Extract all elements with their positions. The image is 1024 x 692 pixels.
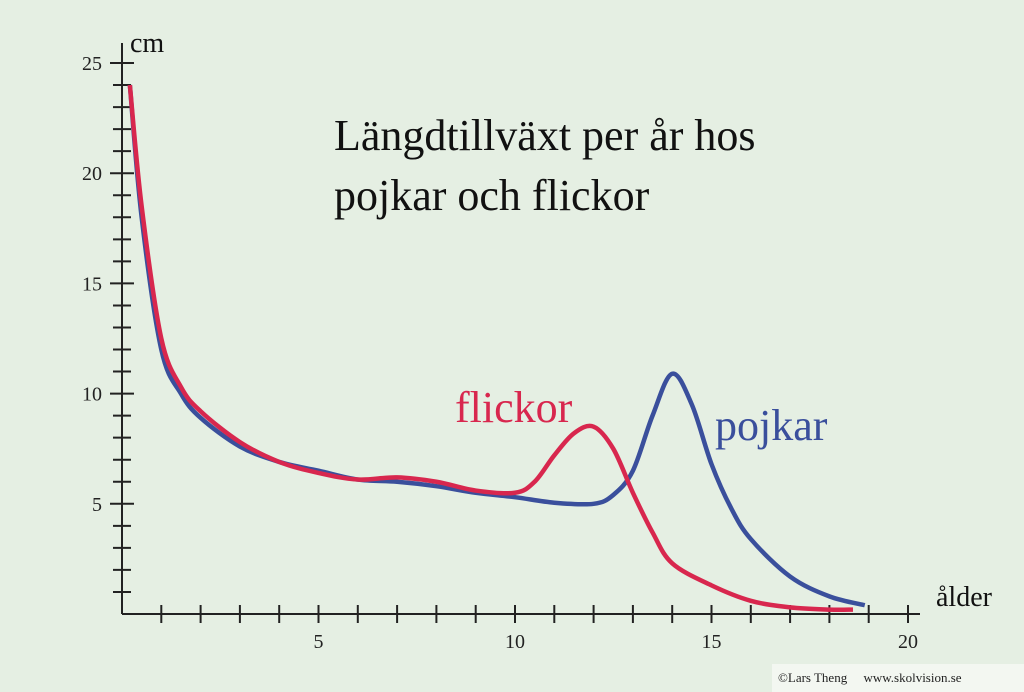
series-label: pojkar: [715, 401, 828, 450]
credit: ©Lars Theng www.skolvision.se: [778, 670, 962, 685]
y-axis-label: cm: [130, 28, 164, 59]
x-tick-label: 5: [314, 631, 324, 653]
x-tick-label: 15: [702, 631, 722, 653]
x-tick-label: 20: [898, 631, 918, 653]
x-axis-label: ålder: [936, 582, 993, 613]
y-tick-label: 10: [82, 384, 102, 406]
series-label: flickor: [455, 383, 573, 432]
y-tick-label: 20: [82, 163, 102, 185]
series-line: [127, 84, 853, 613]
y-tick-label: 15: [82, 273, 102, 295]
series-line: [127, 84, 866, 608]
y-tick-label: 5: [92, 494, 102, 516]
credit-box: [772, 664, 1024, 692]
x-tick-label: 10: [505, 631, 525, 653]
y-tick-label: 25: [82, 53, 102, 75]
chart-title: Längdtillväxt per år hos: [334, 111, 756, 160]
chart-title: pojkar och flickor: [334, 171, 650, 220]
